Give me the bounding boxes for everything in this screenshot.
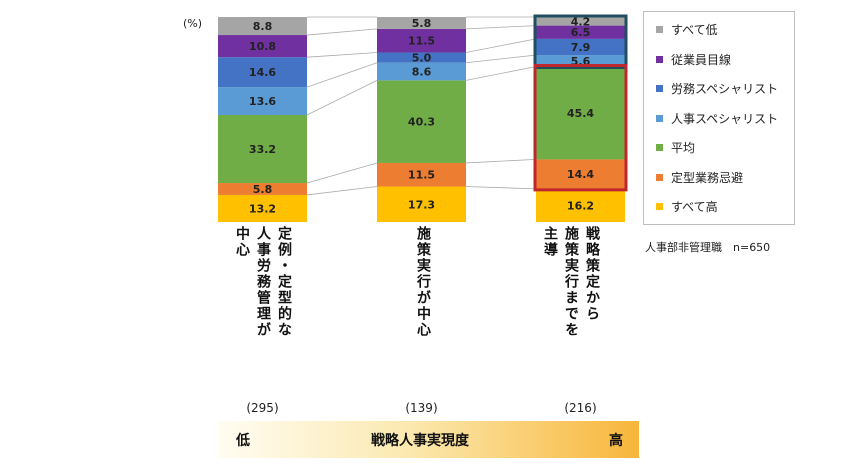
- category-label: 施策実行が中心: [415, 226, 431, 338]
- bar-segment: [536, 55, 625, 67]
- data-label: 13.2: [249, 202, 276, 215]
- data-label: 6.5: [571, 26, 591, 39]
- highlight-box: [533, 14, 628, 70]
- bar-segment: [377, 62, 466, 81]
- data-label: 11.5: [408, 169, 435, 182]
- connector-line: [465, 25, 537, 30]
- legend-label: 労務スペシャリスト: [671, 82, 779, 96]
- category-label: 人事労務管理が: [255, 226, 271, 338]
- connector-line: [465, 38, 537, 53]
- legend-label: 定型業務忌避: [671, 170, 744, 185]
- data-label: 17.3: [408, 198, 435, 211]
- bar-segment: [536, 66, 625, 160]
- bar-segment: [536, 159, 625, 189]
- bar-segment: [218, 17, 307, 36]
- data-label: 10.8: [249, 40, 276, 53]
- category-label: 中心: [234, 226, 250, 258]
- category-label: 施策実行までを: [563, 226, 579, 338]
- bar-segment: [218, 57, 307, 88]
- data-label: 13.6: [249, 95, 276, 108]
- data-label: 33.2: [249, 143, 276, 156]
- bar-segment: [218, 87, 307, 115]
- bar-segment: [536, 25, 625, 39]
- legend-item: 従業員目線: [656, 51, 731, 67]
- legend-label: 平均: [671, 141, 696, 155]
- highlight-box: [533, 64, 628, 192]
- bar-segment: [377, 162, 466, 187]
- bar-segment: [377, 17, 466, 29]
- legend-item: すべて高: [656, 198, 718, 214]
- connector-line: [306, 28, 378, 36]
- legend-swatch: [656, 55, 663, 63]
- legend-item: すべて低: [656, 21, 718, 37]
- bar-segment: [218, 35, 307, 58]
- bar-segment: [218, 194, 307, 222]
- legend: すべて低従業員目線労務スペシャリスト 人事スペシャリスト 平均定型業務忌避 すべて高: [643, 11, 795, 225]
- data-label: 5.8: [412, 17, 432, 30]
- connector-lines: [306, 16, 537, 196]
- unit-label: (%): [183, 17, 203, 30]
- legend-swatch: [656, 114, 663, 122]
- bar-segment: [536, 38, 625, 56]
- data-label: 8.6: [412, 66, 432, 79]
- bar-segment: [536, 17, 625, 26]
- legend-label: 従業員目線: [671, 52, 732, 67]
- legend-swatch: [656, 26, 663, 33]
- axis-title: 戦略人事実現度: [371, 433, 469, 449]
- axis-low-label: 低: [236, 433, 250, 449]
- connector-line: [306, 62, 378, 88]
- connector-line: [465, 158, 537, 164]
- category-label: 戦略策定から: [584, 226, 600, 322]
- bar-segment: [377, 28, 466, 53]
- bar-segment: [377, 52, 466, 63]
- data-label: 5.0: [412, 52, 432, 65]
- legend-label: すべて高: [671, 200, 718, 214]
- legend-item: 平均: [656, 139, 695, 155]
- data-label: 14.6: [249, 66, 276, 79]
- sample-count: (139): [405, 401, 438, 415]
- connector-line: [306, 79, 378, 116]
- legend-item: 労務スペシャリスト: [656, 80, 778, 96]
- sample-count: (216): [564, 401, 597, 415]
- data-label: 14.4: [567, 168, 594, 181]
- bar-segment: [377, 186, 466, 222]
- sample-count: (295): [246, 401, 279, 415]
- legend-item: 人事スペシャリスト: [656, 110, 778, 126]
- legend-label: すべて低: [671, 23, 718, 37]
- legend-swatch: [656, 144, 663, 151]
- bar-segment: [536, 188, 625, 222]
- connector-line: [465, 54, 537, 64]
- axis-high-label: 高: [609, 433, 623, 449]
- data-label: 45.4: [567, 107, 594, 120]
- data-label: 5.8: [253, 183, 273, 196]
- bar-segment: [218, 183, 307, 195]
- bar-segment: [218, 114, 307, 184]
- legend-swatch: [656, 173, 663, 181]
- data-label: 8.8: [253, 20, 273, 33]
- data-label: 4.2: [571, 15, 591, 28]
- connector-line: [306, 52, 378, 58]
- data-label: 7.9: [571, 41, 591, 54]
- bars: [218, 17, 625, 222]
- bar-segment: [377, 80, 466, 163]
- data-label: 11.5: [408, 35, 435, 48]
- sample-note: 人事部非管理職 n=650: [645, 241, 771, 254]
- category-label: 定例・定型的な: [276, 226, 292, 338]
- data-label: 16.2: [567, 199, 594, 212]
- data-label: 40.3: [408, 116, 435, 129]
- legend-swatch: [656, 85, 663, 92]
- legend-label: 人事スペシャリスト: [671, 111, 779, 126]
- connector-line: [465, 186, 537, 190]
- connector-line: [306, 186, 378, 196]
- legend-item: 定型業務忌避: [656, 169, 743, 185]
- realization-axis-bar: 低 戦略人事実現度 高: [218, 421, 639, 458]
- connector-line: [465, 66, 537, 81]
- legend-swatch: [656, 203, 663, 210]
- connector-line: [306, 162, 378, 184]
- category-label: 主導: [542, 226, 558, 258]
